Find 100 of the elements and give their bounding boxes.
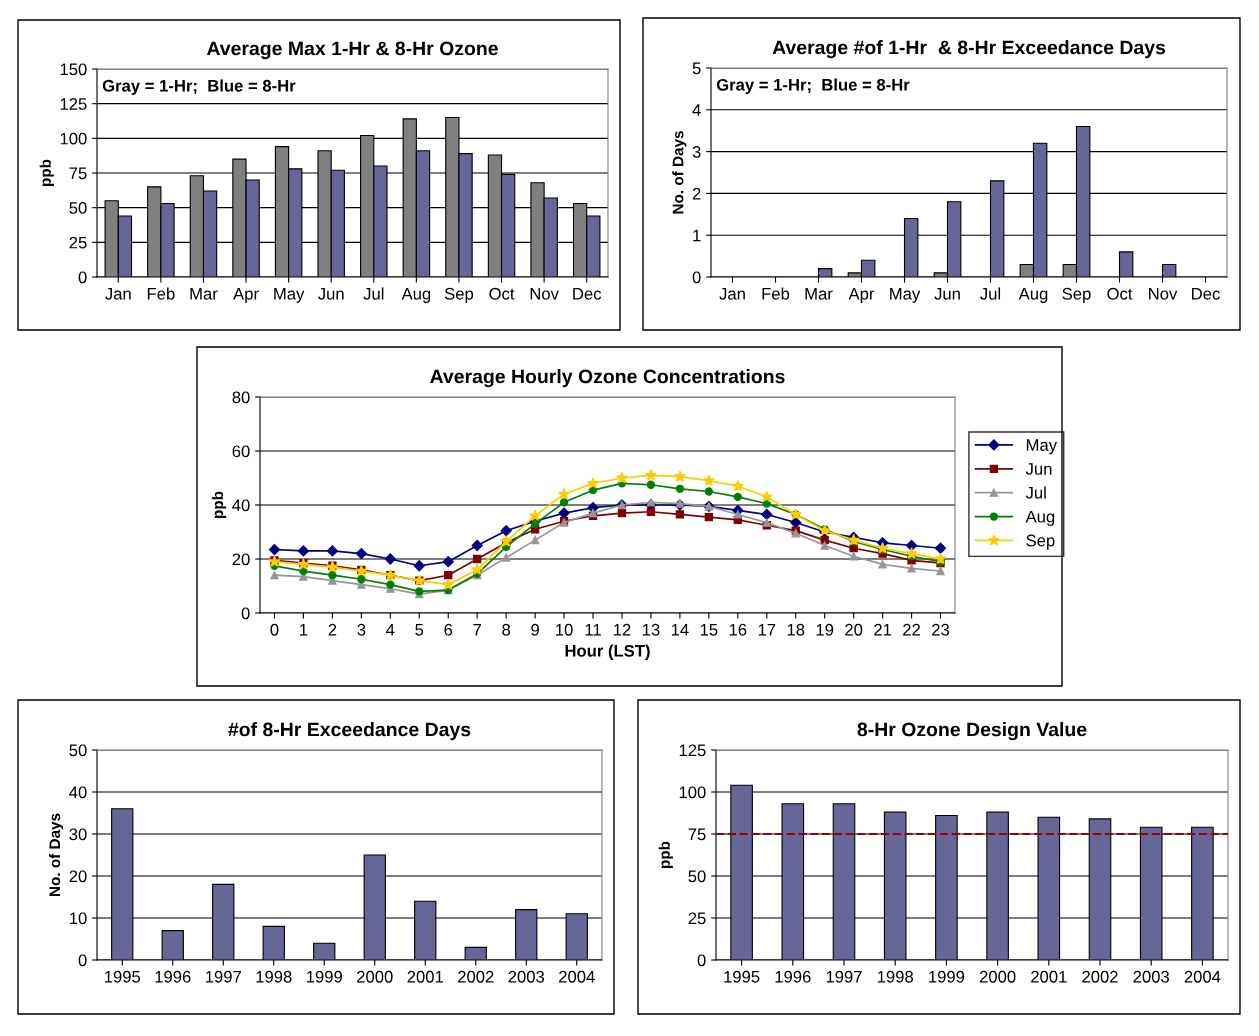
- y-tick-label: 125: [60, 98, 87, 110]
- y-tick-label: 25: [688, 912, 706, 925]
- y-tick-label: 3: [692, 146, 701, 158]
- y-tick-label: 0: [78, 271, 87, 284]
- y-tick-label: 60: [232, 445, 250, 458]
- x-tick-label: Jun: [934, 288, 960, 300]
- x-tick-label: Jul: [363, 287, 384, 300]
- x-tick-label: 12: [613, 623, 631, 636]
- y-tick-label: 0: [692, 271, 701, 284]
- y-tick-label: 0: [241, 607, 250, 620]
- x-tick-label: 21: [874, 623, 892, 636]
- x-tick-label: 1996: [155, 970, 191, 983]
- x-tick-label: 14: [671, 624, 689, 636]
- y-tick-label: 0: [697, 954, 706, 967]
- x-tick-label: 10: [556, 623, 573, 636]
- x-tick-label: Sep: [1062, 287, 1091, 303]
- x-tick-label: 2002: [1082, 970, 1118, 983]
- x-tick-label: 2003: [1133, 970, 1170, 983]
- x-tick-label: Sep: [444, 287, 474, 303]
- x-tick-label: 2: [328, 623, 337, 636]
- x-tick-label: 6: [444, 623, 453, 636]
- y-axis-title: ppb: [658, 841, 673, 868]
- chart-title: Average Hourly Ozone Concentrations: [430, 369, 785, 388]
- x-tick-label: Mar: [805, 288, 833, 300]
- x-tick-label: 18: [787, 623, 805, 636]
- annotation: Gray = 1-Hr; Blue = 8-Hr: [102, 79, 296, 95]
- x-tick-label: 1998: [256, 970, 292, 983]
- x-tick-label: 4: [386, 624, 395, 636]
- y-tick-label: 40: [232, 499, 250, 512]
- x-tick-label: 2003: [508, 970, 545, 983]
- x-tick-label: 5: [415, 624, 424, 636]
- y-tick-label: 125: [679, 744, 706, 757]
- x-tick-label: 1996: [775, 970, 811, 983]
- x-tick-label: Nov: [1149, 288, 1178, 300]
- x-tick-label: May: [274, 288, 305, 303]
- x-tick-label: 11: [585, 624, 601, 636]
- y-tick-label: 50: [688, 870, 706, 883]
- y-tick-label: 25: [69, 236, 87, 249]
- annotation: Gray = 1-Hr; Blue = 8-Hr: [716, 78, 910, 94]
- chart-title: Average Max 1-Hr & 8-Hr Ozone: [206, 41, 498, 60]
- y-tick-label: 75: [69, 167, 87, 180]
- legend-label: Sep: [1026, 534, 1055, 550]
- y-axis-title: ppb: [211, 491, 227, 518]
- chart-title: 8-Hr Ozone Design Value: [857, 722, 1087, 741]
- x-tick-label: 0: [270, 623, 279, 636]
- y-tick-label: 20: [232, 553, 250, 566]
- legend-label: Jun: [1025, 463, 1052, 475]
- x-tick-label: 8: [502, 623, 511, 636]
- x-tick-label: May: [890, 288, 921, 303]
- x-tick-label: Feb: [147, 287, 175, 300]
- x-tick-label: 1999: [306, 970, 342, 983]
- y-tick-label: 100: [679, 786, 706, 799]
- y-tick-label: 1: [693, 229, 701, 242]
- y-axis-title: No. of Days: [48, 813, 64, 896]
- x-tick-label: Jul: [980, 287, 1001, 300]
- x-tick-label: 9: [531, 623, 539, 636]
- x-tick-label: Oct: [1107, 287, 1133, 300]
- x-tick-label: 1997: [826, 970, 862, 983]
- x-tick-label: 19: [816, 623, 834, 636]
- x-tick-label: Nov: [530, 288, 559, 300]
- x-tick-label: Oct: [489, 287, 515, 300]
- x-tick-label: Aug: [1018, 288, 1048, 303]
- y-tick-label: 30: [69, 828, 87, 841]
- y-axis-title: ppb: [39, 159, 54, 186]
- x-tick-label: 15: [700, 624, 718, 636]
- x-tick-label: 7: [473, 624, 481, 636]
- x-axis-title: Hour (LST): [565, 644, 650, 661]
- x-tick-label: Dec: [1192, 288, 1220, 300]
- x-tick-label: Apr: [848, 288, 875, 303]
- x-tick-label: 2001: [407, 970, 443, 983]
- y-tick-label: 0: [78, 954, 87, 967]
- x-tick-label: 1998: [877, 970, 914, 983]
- x-tick-label: 13: [642, 623, 660, 636]
- x-tick-label: 2004: [559, 970, 595, 983]
- legend-label: Jul: [1025, 486, 1046, 499]
- y-tick-label: 5: [692, 62, 701, 75]
- y-tick-label: 20: [69, 870, 87, 883]
- x-tick-label: 20: [845, 623, 863, 636]
- x-tick-label: 2000: [357, 970, 393, 983]
- x-tick-label: Dec: [573, 288, 602, 300]
- legend-label: May: [1026, 439, 1058, 455]
- x-tick-label: Aug: [401, 288, 431, 303]
- x-tick-label: 2002: [458, 970, 494, 983]
- x-tick-label: 16: [729, 623, 747, 636]
- x-tick-label: 1995: [104, 970, 141, 983]
- x-tick-label: 2001: [1031, 970, 1067, 983]
- x-tick-label: Jan: [719, 288, 745, 300]
- x-tick-label: Apr: [233, 288, 259, 303]
- y-tick-label: 10: [70, 912, 87, 925]
- chart-title: #of 8-Hr Exceedance Days: [228, 722, 471, 741]
- x-tick-label: 1995: [724, 970, 760, 983]
- x-tick-label: 22: [903, 623, 920, 636]
- y-tick-label: 150: [60, 63, 87, 76]
- x-tick-label: Jan: [105, 288, 131, 300]
- x-tick-label: 2004: [1184, 970, 1221, 983]
- x-tick-label: 1: [300, 624, 308, 636]
- chart-title: Average #of 1-Hr & 8-Hr Exceedance Days: [772, 40, 1166, 59]
- x-tick-label: 17: [758, 624, 776, 636]
- legend-label: Aug: [1025, 510, 1055, 526]
- y-axis-title: No. of Days: [672, 131, 687, 214]
